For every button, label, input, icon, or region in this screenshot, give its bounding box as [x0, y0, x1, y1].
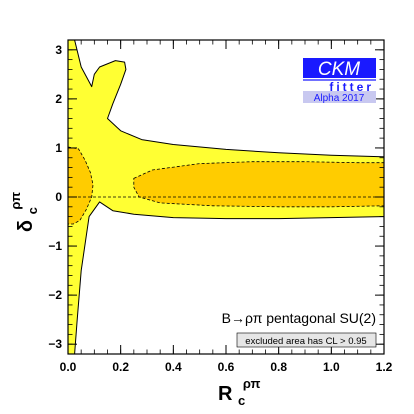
region-inner-left	[68, 146, 94, 225]
x-tick-label: 0.8	[270, 360, 287, 374]
y-tick-label: −2	[48, 288, 62, 302]
x-axis: 0.0 0.2 0.4 0.6 0.8 1.0 1.2	[60, 40, 393, 374]
x-axis-title: R c ρπ	[218, 376, 260, 410]
y-tick-label: 3	[55, 43, 62, 57]
logo-sub-text: fitter	[329, 80, 374, 94]
x-tick-label: 0.4	[165, 360, 182, 374]
y-tick-label: −1	[48, 239, 62, 253]
x-axis-title-sup: ρπ	[243, 376, 261, 391]
y-tick-label: 1	[55, 141, 62, 155]
svg-text:R c ρπ: R c ρπ	[218, 376, 260, 410]
y-axis-title-sup: ρπ	[8, 192, 23, 210]
x-tick-label: 1.2	[376, 360, 393, 374]
y-axis: −3 −2 −1 0 1 2 3	[48, 39, 384, 355]
logo-main-text: CKM	[318, 59, 360, 80]
exclusion-note-box	[236, 332, 377, 348]
y-axis-title-base: δ	[15, 220, 37, 232]
exclusion-note-text: excluded area has CL > 0.95	[245, 336, 366, 347]
x-tick-label: 0.0	[60, 360, 77, 374]
svg-text:δ c ρπ: δ c ρπ	[8, 192, 42, 232]
region-inner-right	[133, 161, 384, 208]
y-tick-label: −3	[48, 337, 62, 351]
x-axis-title-base: R	[218, 383, 233, 405]
logo-main-box	[303, 58, 376, 78]
y-axis-title-sub: c	[25, 207, 40, 214]
exclusion-note: excluded area has CL > 0.95	[236, 332, 377, 348]
x-axis-title-sub: c	[238, 393, 245, 408]
chart-annotation: B→ρπ pentagonal SU(2)	[222, 310, 376, 326]
y-tick-label: 2	[55, 92, 62, 106]
x-tick-label: 1.0	[323, 360, 340, 374]
logo-tag-text: Alpha 2017	[314, 93, 365, 104]
y-axis-title: δ c ρπ	[8, 192, 42, 232]
logo-tag-box	[303, 91, 376, 103]
x-tick-label: 0.6	[218, 360, 235, 374]
x-tick-label: 0.2	[112, 360, 129, 374]
ckmfitter-logo: CKM fitter Alpha 2017	[303, 58, 376, 104]
y-tick-label: 0	[55, 190, 62, 204]
